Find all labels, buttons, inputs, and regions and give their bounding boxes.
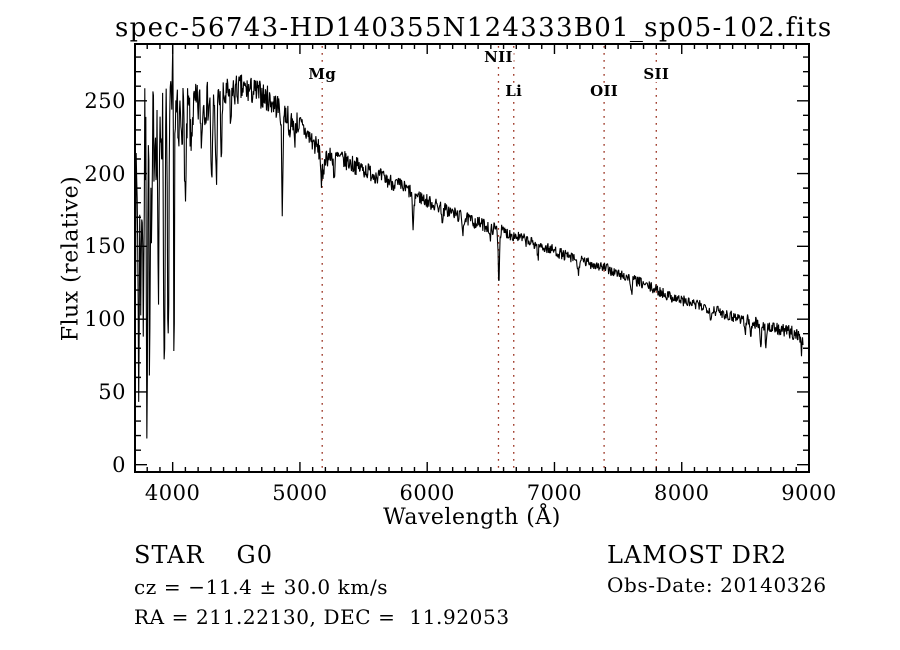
spectral-line-label-oii: OII <box>589 82 620 100</box>
y-tick-label: 100 <box>84 307 126 332</box>
obs-date-label: Obs-Date: 20140326 <box>607 573 827 597</box>
x-tick-label: 5000 <box>272 481 328 505</box>
x-tick-label: 6000 <box>399 481 455 505</box>
page-title: spec-56743-HD140355N124333B01_sp05-102.f… <box>115 13 833 43</box>
x-axis-title: Wavelength (Å) <box>383 505 561 530</box>
spectral-line-label-nii: NII <box>483 48 514 66</box>
spectral-line-label-mg: Mg <box>307 65 338 83</box>
object-type-label: STAR <box>134 541 205 569</box>
x-tick-label: 8000 <box>653 481 710 505</box>
object-subclass-label: G0 <box>236 541 273 569</box>
axis-ticks <box>135 44 810 472</box>
y-tick-label: 0 <box>112 452 126 477</box>
x-tick-label: 9000 <box>781 481 837 505</box>
spectrum-trace <box>134 45 804 439</box>
ra-dec-label: RA = 211.22130, DEC = 11.92053 <box>134 605 510 629</box>
y-tick-label: 50 <box>98 379 126 404</box>
object-classification: STAR G0 <box>134 541 273 569</box>
y-tick-label: 200 <box>84 161 126 186</box>
plot-frame <box>134 43 810 473</box>
spectral-line-label-li: Li <box>504 82 524 100</box>
spectral-line-label-sii: SII <box>642 65 671 83</box>
y-tick-label: 150 <box>84 234 126 259</box>
x-tick-label: 7000 <box>526 481 583 505</box>
y-tick-label: 250 <box>84 88 126 113</box>
survey-label: LAMOST DR2 <box>607 541 788 569</box>
x-tick-label: 4000 <box>144 481 201 505</box>
cz-velocity-label: cz = −11.4 ± 30.0 km/s <box>134 575 389 599</box>
